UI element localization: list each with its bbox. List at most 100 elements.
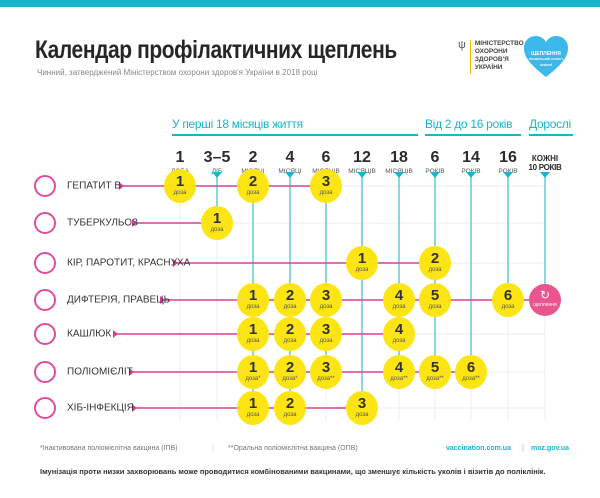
column-marker-triangle — [430, 172, 440, 178]
dose-number: 1 — [248, 359, 258, 376]
dose-number: 1 — [248, 395, 258, 412]
age-value: 1 — [175, 149, 185, 166]
link-divider: | — [522, 445, 524, 452]
dose-label: доза — [428, 267, 442, 273]
dose-circle: 4 доза** — [383, 355, 415, 389]
footnote-ipv: *Інактивована поліомієлітна вакцина (ІПВ… — [40, 445, 178, 452]
dose-circle: 1 доза — [201, 206, 233, 240]
column-marker-triangle — [357, 172, 367, 178]
virus-icon — [34, 175, 56, 197]
dose-number: 2 — [285, 287, 295, 304]
dose-label: доза — [246, 190, 260, 196]
dose-number: 2 — [430, 250, 440, 267]
vaccine-label: КАШЛЮК — [67, 328, 112, 340]
dose-label: доза — [317, 376, 331, 382]
vaccine-label: ХІБ-ІНФЕКЦІЯ — [67, 402, 134, 414]
age-column-header: 6 РОКІВ — [417, 150, 453, 176]
row-arrow — [129, 368, 134, 376]
dose-label: доза — [426, 376, 440, 382]
dose-label: доза — [319, 338, 333, 344]
virus-icon — [34, 323, 56, 345]
dose-footnote-mark: * — [295, 376, 298, 382]
dose-footnote-mark: * — [258, 376, 261, 382]
dose-circle: 1 доза — [237, 283, 269, 317]
dose-label: доза — [501, 304, 515, 310]
dose-label: доза — [428, 304, 442, 310]
row-arrow — [119, 182, 124, 190]
dose-number: 3 — [321, 287, 331, 304]
age-unit: МІСЯЦІВ — [348, 168, 376, 175]
age-column-header: 14 РОКІВ — [453, 150, 489, 176]
row-arrow — [132, 219, 137, 227]
dose-number: 1 — [248, 287, 258, 304]
dose-footnote-mark: ** — [403, 376, 408, 382]
dose-circle: 6 доза** — [455, 355, 487, 389]
ministry-line: УКРАЇНИ — [474, 64, 503, 71]
dose-number: 2 — [248, 173, 258, 190]
dose-circle: 2 доза — [419, 246, 451, 280]
ministry-line: ЗДОРОВ'Я — [474, 56, 509, 63]
dose-label: доза — [392, 304, 406, 310]
dose-number: 2 — [285, 395, 295, 412]
dose-number: 3 — [321, 359, 331, 376]
trident-icon: ψ — [458, 39, 466, 51]
link-moz[interactable]: moz.gov.ua — [531, 445, 569, 452]
age-value: 2 — [248, 149, 258, 166]
dose-circle: 5 доза** — [419, 355, 451, 389]
revaccination-label: щеплення — [533, 302, 557, 308]
dose-circle: 3 доза — [310, 317, 342, 351]
dose-label: доза — [392, 338, 406, 344]
age-unit: 10 РОКІВ — [528, 163, 562, 172]
dose-circle: 6 доза — [492, 283, 524, 317]
age-unit: МІСЯЦІ — [278, 168, 302, 175]
ministry-logo: ψ МІНІСТЕРСТВО ОХОРОНИ ЗДОРОВ'Я УКРАЇНИ — [458, 40, 524, 74]
row-arrow — [113, 330, 118, 338]
age-column-header: КОЖНІ 10 РОКІВ — [523, 150, 567, 172]
dose-circle: 2 доза — [237, 169, 269, 203]
dose-label: доза — [462, 376, 476, 382]
link-vaccination[interactable]: vaccination.com.ua — [446, 445, 511, 452]
dose-circle: 3 доза — [310, 283, 342, 317]
dose-label: доза — [246, 304, 260, 310]
vaccine-label: ДИФТЕРІЯ, ПРАВЕЦЬ — [67, 294, 171, 306]
dose-label: доза — [283, 412, 297, 418]
group-adults: Дорослі — [529, 117, 573, 136]
dose-label: доза — [390, 376, 404, 382]
virus-icon — [34, 361, 56, 383]
dose-circle: 2 доза* — [274, 355, 306, 389]
dose-number: 4 — [394, 287, 404, 304]
dose-label: доза — [245, 376, 259, 382]
dose-circle: 3 доза** — [310, 355, 342, 389]
group-first-18-months: У перші 18 місяців життя — [172, 117, 418, 136]
age-unit: ДІБ — [211, 168, 223, 175]
dose-label: доза — [282, 376, 296, 382]
ministry-line: ОХОРОНИ — [474, 48, 508, 55]
footnote-opv: **Оральна поліомієлітна вакцина (ОПВ) — [228, 445, 358, 452]
age-column-header: 18 МІСЯЦІВ — [381, 150, 417, 176]
dose-footnote-mark: ** — [475, 376, 480, 382]
dose-circle: 2 доза — [274, 391, 306, 425]
age-column-header: 4 МІСЯЦІ — [272, 150, 308, 176]
vaccine-label: ПОЛІОМІЄЛІТ — [67, 366, 133, 378]
dose-number: 3 — [357, 395, 367, 412]
dose-footnote-mark: ** — [439, 376, 444, 382]
age-unit: РОКІВ — [425, 168, 445, 175]
dose-label: доза — [355, 267, 369, 273]
row-arrow — [160, 296, 165, 304]
logo-divider — [469, 40, 471, 74]
dose-circle: 4 доза — [383, 317, 415, 351]
age-value: 3–5 — [203, 149, 231, 166]
dose-circle: 1 доза — [237, 391, 269, 425]
column-marker-triangle — [466, 172, 476, 178]
dose-number: 2 — [285, 321, 295, 338]
footnote-divider: | — [212, 445, 214, 452]
dose-number: 5 — [430, 287, 440, 304]
age-column-header: 16 РОКІВ — [490, 150, 526, 176]
age-unit: РОКІВ — [461, 168, 481, 175]
age-column-header: 12 МІСЯЦІВ — [344, 149, 380, 176]
age-value: 12 — [353, 149, 371, 166]
dose-label: доза — [210, 227, 224, 233]
group-2-16-years: Від 2 до 16 років — [425, 117, 521, 136]
dose-number: 6 — [466, 359, 476, 376]
dose-circle: 5 доза — [419, 283, 451, 317]
